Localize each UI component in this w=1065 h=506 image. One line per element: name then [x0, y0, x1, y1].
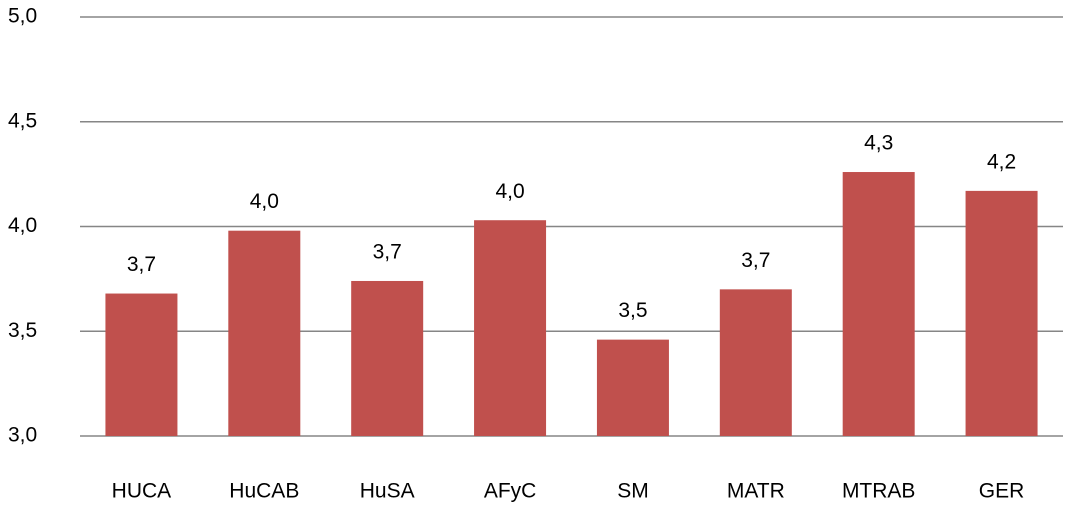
x-tick-label: AFyC: [484, 480, 537, 503]
y-tick-label: 3,0: [8, 424, 37, 447]
data-label: 4,2: [987, 150, 1016, 173]
y-tick-label: 4,0: [8, 214, 37, 237]
data-label: 3,7: [373, 241, 402, 264]
x-tick-label: MTRAB: [842, 480, 916, 503]
y-tick-label: 3,5: [8, 319, 37, 342]
data-label: 3,7: [741, 249, 770, 272]
data-label: 3,7: [127, 253, 156, 276]
x-tick-label: HUCA: [112, 480, 172, 503]
bar: [842, 172, 915, 436]
data-label: 4,0: [250, 190, 279, 213]
x-tick-label: GER: [979, 480, 1025, 503]
bar: [105, 293, 178, 436]
bar: [719, 289, 792, 436]
data-label: 4,3: [864, 132, 893, 155]
bar: [228, 230, 301, 436]
data-label: 3,5: [618, 299, 647, 322]
x-tick-label: HuCAB: [229, 480, 299, 503]
bar: [965, 190, 1038, 436]
x-tick-label: SM: [617, 480, 649, 503]
bar: [596, 339, 669, 436]
bar: [351, 280, 424, 436]
x-tick-label: MATR: [727, 480, 785, 503]
y-tick-label: 4,5: [8, 109, 37, 132]
y-tick-label: 5,0: [8, 5, 37, 28]
data-label: 4,0: [495, 180, 524, 203]
bar: [474, 220, 547, 436]
x-tick-label: HuSA: [360, 480, 415, 503]
